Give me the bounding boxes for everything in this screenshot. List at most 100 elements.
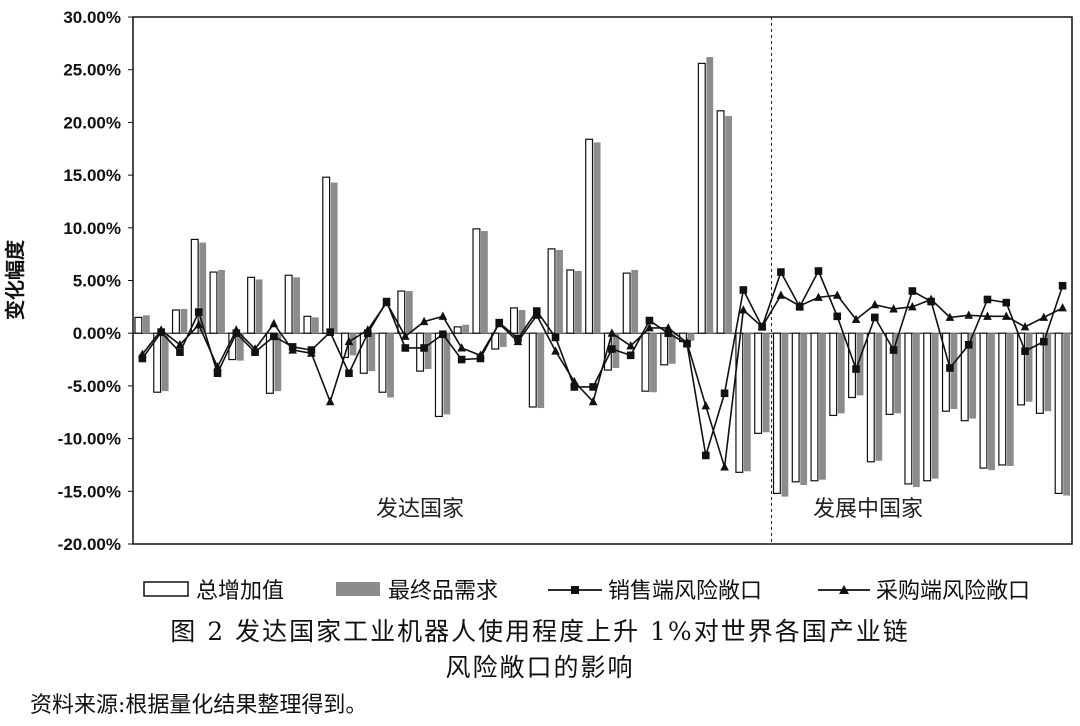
bar-total-value-added [134,316,143,334]
bar-total-value-added [472,228,481,334]
legend-marker-purchase-risk [839,585,849,594]
marker-purchase-risk [1001,311,1011,320]
bar-total-value-added [923,332,932,482]
bar-final-demand [424,333,432,370]
marker-sales-risk [664,329,673,337]
marker-purchase-risk [645,323,654,332]
marker-purchase-risk [870,299,880,309]
bar-total-value-added [885,332,894,415]
bar-total-value-added [829,332,838,417]
marker-sales-risk [908,287,917,295]
legend-label-final-demand: 最终品需求 [388,579,498,604]
legend-label-sales-risk: 销售端风险敞口 [608,579,762,604]
y-axis-label: 变化幅度 [3,239,27,320]
marker-purchase-risk [739,305,748,314]
bar-final-demand [837,333,845,414]
bar-final-demand [950,333,958,410]
marker-purchase-risk [363,325,373,334]
bar-final-demand [969,333,977,419]
marker-sales-risk [326,328,334,336]
bar-total-value-added [810,332,819,482]
bar-final-demand [1044,333,1052,412]
bar-final-demand [142,315,150,334]
bar-total-value-added [660,332,669,366]
marker-purchase-risk [513,336,523,346]
marker-sales-risk [946,364,954,372]
marker-purchase-risk [720,462,729,471]
bar-final-demand [631,269,639,334]
bar-total-value-added [585,138,594,334]
line-purchase-risk [141,294,1063,468]
bar-total-value-added [754,332,763,434]
legend-marker-sales-risk [571,586,579,594]
bar-final-demand [743,333,751,472]
marker-purchase-risk [832,290,842,299]
y-tick-label: 5.00% [73,272,121,291]
bar-final-demand [274,333,282,392]
marker-purchase-risk [908,302,917,311]
bar-final-demand [199,242,207,334]
bar-total-value-added [1035,332,1044,414]
marker-purchase-risk [983,311,992,320]
bar-final-demand [706,57,714,334]
bar-final-demand [781,333,789,497]
bar-total-value-added [1017,332,1026,406]
marker-purchase-risk [269,318,279,328]
chart: 30.00% 25.00% 20.00% 15.00% 10.00% 5.00% 0.00%… [3,8,1073,604]
bar-total-value-added [622,272,631,334]
bar-final-demand [894,333,901,414]
y-tick-label: 10.00% [63,219,121,238]
region-label-developing: 发展中国家 [813,497,923,522]
figure-caption-line-1: 图 2 发达国家工业机器人使用程度上升 1%对世界各国产业链 [170,617,910,646]
bar-series [134,57,1071,497]
marker-purchase-risk [250,344,260,353]
bar-final-demand [556,249,563,334]
bar-final-demand [725,116,732,334]
bar-total-value-added [904,332,913,485]
marker-sales-risk [401,344,410,352]
bar-final-demand [819,333,826,480]
marker-purchase-risk [532,310,542,319]
y-tick-label: 0.00% [73,324,121,343]
bar-final-demand [518,310,526,334]
marker-sales-risk [871,313,879,322]
bar-final-demand [574,271,582,334]
bar-total-value-added [960,332,969,422]
bar-final-demand [387,333,394,398]
marker-purchase-risk [156,325,166,334]
marker-sales-risk [983,295,992,304]
bar-total-value-added [866,332,875,463]
legend-swatch-total-value-added [143,581,189,597]
marker-sales-risk [551,333,560,342]
region-label-developed: 发达国家 [376,497,464,522]
marker-purchase-risk [438,311,448,320]
marker-purchase-risk [663,323,673,332]
bar-total-value-added [434,332,443,418]
marker-sales-risk [420,344,428,352]
bar-total-value-added [209,271,218,334]
figure-caption-line-2: 风险敞口的影响 [445,653,635,682]
marker-purchase-risk [231,325,241,334]
bar-final-demand [462,324,470,334]
y-axis-ticks: 30.00% 25.00% 20.00% 15.00% 10.00% 5.00% 0.00%… [58,8,133,554]
marker-purchase-risk [288,345,297,354]
bar-final-demand [912,333,920,488]
marker-purchase-risk [1020,322,1030,331]
y-tick-label: -10.00% [58,430,121,449]
bar-final-demand [161,333,169,392]
bar-total-value-added [397,290,406,334]
y-tick-label: -20.00% [58,535,121,554]
marker-sales-risk [777,268,785,276]
y-tick-label: 20.00% [63,113,121,132]
bar-total-value-added [641,332,650,392]
marker-purchase-risk [814,292,823,301]
bar-final-demand [349,333,357,356]
marker-sales-risk [1002,298,1011,307]
marker-purchase-risk [457,343,466,352]
bar-total-value-added [359,332,368,374]
marker-sales-risk [645,316,654,325]
marker-sales-risk [852,365,860,373]
bar-total-value-added [941,332,950,412]
bar-total-value-added [979,332,988,469]
marker-sales-risk [964,340,973,349]
